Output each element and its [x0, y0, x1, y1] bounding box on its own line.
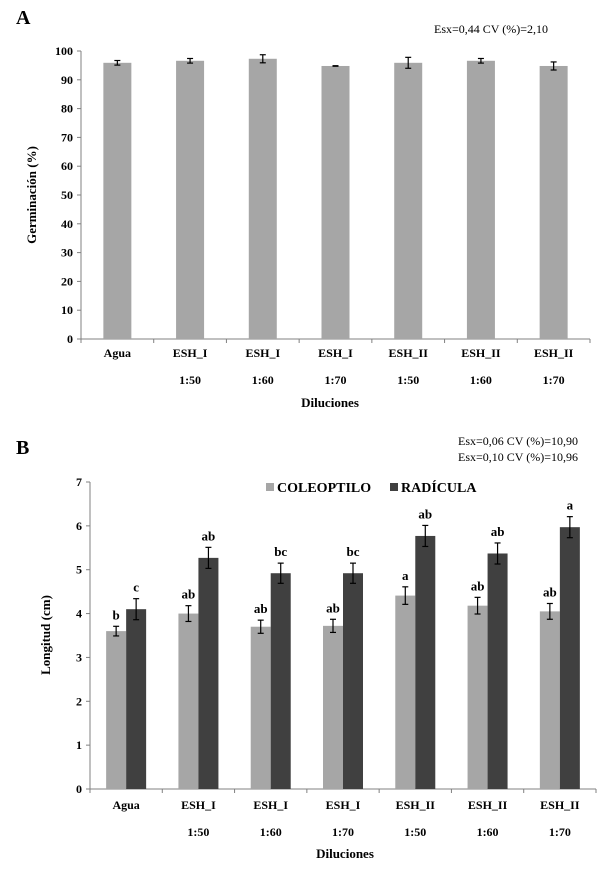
- bar-germinacion: [466, 60, 495, 340]
- b-y-tick-label: 4: [76, 607, 82, 621]
- b-y-tick-label: 2: [76, 694, 82, 708]
- panel-a-x-axis-label: Diluciones: [301, 395, 359, 410]
- bar-coleoptilo: [395, 595, 416, 789]
- b-x-tick-label: ESH_I: [181, 798, 216, 812]
- bar-germinacion: [248, 58, 277, 339]
- bar-radicula: [198, 557, 219, 789]
- significance-letter: a: [567, 498, 574, 513]
- bar-coleoptilo: [250, 626, 271, 789]
- bar-radicula: [487, 553, 508, 789]
- b-y-tick-label: 0: [76, 782, 82, 796]
- significance-letter: ab: [326, 600, 340, 615]
- panel-a-stats-note: Esx=0,44 CV (%)=2,10: [434, 22, 548, 36]
- b-x-tick-label: ESH_I: [253, 798, 288, 812]
- a-x-tick-sublabel: 1:60: [252, 373, 274, 387]
- a-y-tick-label: 40: [61, 217, 73, 231]
- a-y-tick-label: 10: [61, 303, 73, 317]
- panel-b-stats-note-1: Esx=0,06 CV (%)=10,90: [458, 434, 578, 448]
- significance-letter: ab: [182, 587, 196, 602]
- a-x-tick-sublabel: 1:60: [470, 373, 492, 387]
- a-y-tick-label: 100: [55, 44, 73, 58]
- bar-coleoptilo: [106, 631, 127, 789]
- a-x-tick-label: ESH_I: [173, 346, 208, 360]
- panel-b: B Esx=0,06 CV (%)=10,90 Esx=0,10 CV (%)=…: [16, 434, 597, 861]
- b-x-tick-sublabel: 1:50: [187, 825, 209, 839]
- legend-swatch-coleoptilo: [266, 483, 274, 491]
- b-x-tick-label: ESH_II: [468, 798, 508, 812]
- bar-germinacion: [103, 62, 132, 340]
- bar-germinacion: [321, 65, 350, 339]
- a-x-tick-sublabel: 1:70: [543, 373, 565, 387]
- significance-letter: ab: [254, 601, 268, 616]
- a-x-tick-label: ESH_II: [534, 346, 574, 360]
- panel-a-letter: A: [16, 7, 31, 29]
- significance-letter: b: [113, 607, 120, 622]
- a-y-tick-label: 20: [61, 274, 73, 288]
- bar-germinacion: [176, 60, 205, 340]
- legend-swatch-radicula: [390, 483, 398, 491]
- a-x-tick-sublabel: 1:50: [397, 373, 419, 387]
- significance-letter: ab: [491, 524, 505, 539]
- b-x-tick-sublabel: 1:70: [549, 825, 571, 839]
- a-y-tick-label: 80: [61, 102, 73, 116]
- b-x-tick-sublabel: 1:60: [260, 825, 282, 839]
- significance-letter: ab: [418, 506, 432, 521]
- significance-letter: bc: [347, 544, 360, 559]
- b-x-tick-sublabel: 1:60: [477, 825, 499, 839]
- a-x-tick-label: ESH_I: [245, 346, 280, 360]
- a-x-tick-label: ESH_II: [461, 346, 501, 360]
- panel-b-y-axis-label: Longitud (cm): [38, 595, 53, 675]
- bar-germinacion: [394, 62, 423, 340]
- a-y-tick-label: 30: [61, 246, 73, 260]
- panel-b-x-axis-label: Diluciones: [316, 846, 374, 861]
- b-x-tick-label: Agua: [112, 798, 139, 812]
- b-y-tick-label: 5: [76, 563, 82, 577]
- b-x-tick-label: ESH_I: [326, 798, 361, 812]
- bar-radicula: [559, 527, 580, 789]
- significance-letter: bc: [274, 544, 287, 559]
- significance-letter: ab: [202, 528, 216, 543]
- significance-letter: c: [133, 580, 139, 595]
- b-y-tick-label: 6: [76, 519, 82, 533]
- a-x-tick-sublabel: 1:50: [179, 373, 201, 387]
- b-y-tick-label: 1: [76, 738, 82, 752]
- a-y-tick-label: 90: [61, 73, 73, 87]
- panel-b-letter: B: [16, 437, 29, 459]
- a-y-tick-label: 0: [67, 332, 73, 346]
- b-x-tick-sublabel: 1:70: [332, 825, 354, 839]
- bar-radicula: [415, 535, 436, 789]
- significance-letter: a: [402, 568, 409, 583]
- b-y-tick-label: 3: [76, 650, 82, 664]
- bar-coleoptilo: [178, 613, 199, 789]
- b-x-tick-label: ESH_II: [396, 798, 436, 812]
- legend-label-radicula: RADÍCULA: [401, 479, 477, 496]
- a-x-tick-label: Agua: [104, 346, 131, 360]
- a-y-tick-label: 50: [61, 188, 73, 202]
- a-x-tick-label: ESH_I: [318, 346, 353, 360]
- significance-letter: ab: [471, 578, 485, 593]
- bar-radicula: [270, 573, 291, 789]
- bar-coleoptilo: [467, 605, 488, 789]
- legend-label-coleoptilo: COLEOPTILO: [277, 481, 371, 496]
- bar-coleoptilo: [323, 625, 343, 789]
- panel-a-y-axis-label: Germinación (%): [24, 146, 39, 244]
- panel-a: A Esx=0,44 CV (%)=2,10 Germinación (%) D…: [16, 7, 591, 410]
- a-x-tick-sublabel: 1:70: [325, 373, 347, 387]
- a-y-tick-label: 70: [61, 130, 73, 144]
- a-x-tick-label: ESH_II: [389, 346, 429, 360]
- b-y-tick-label: 7: [76, 475, 82, 489]
- bar-radicula: [343, 573, 363, 789]
- bar-germinacion: [539, 65, 568, 339]
- bar-coleoptilo: [539, 611, 560, 789]
- panel-b-stats-note-2: Esx=0,10 CV (%)=10,96: [458, 450, 578, 464]
- b-x-tick-sublabel: 1:50: [404, 825, 426, 839]
- b-x-tick-label: ESH_II: [540, 798, 580, 812]
- significance-letter: ab: [543, 584, 557, 599]
- bar-radicula: [126, 609, 147, 789]
- a-y-tick-label: 60: [61, 159, 73, 173]
